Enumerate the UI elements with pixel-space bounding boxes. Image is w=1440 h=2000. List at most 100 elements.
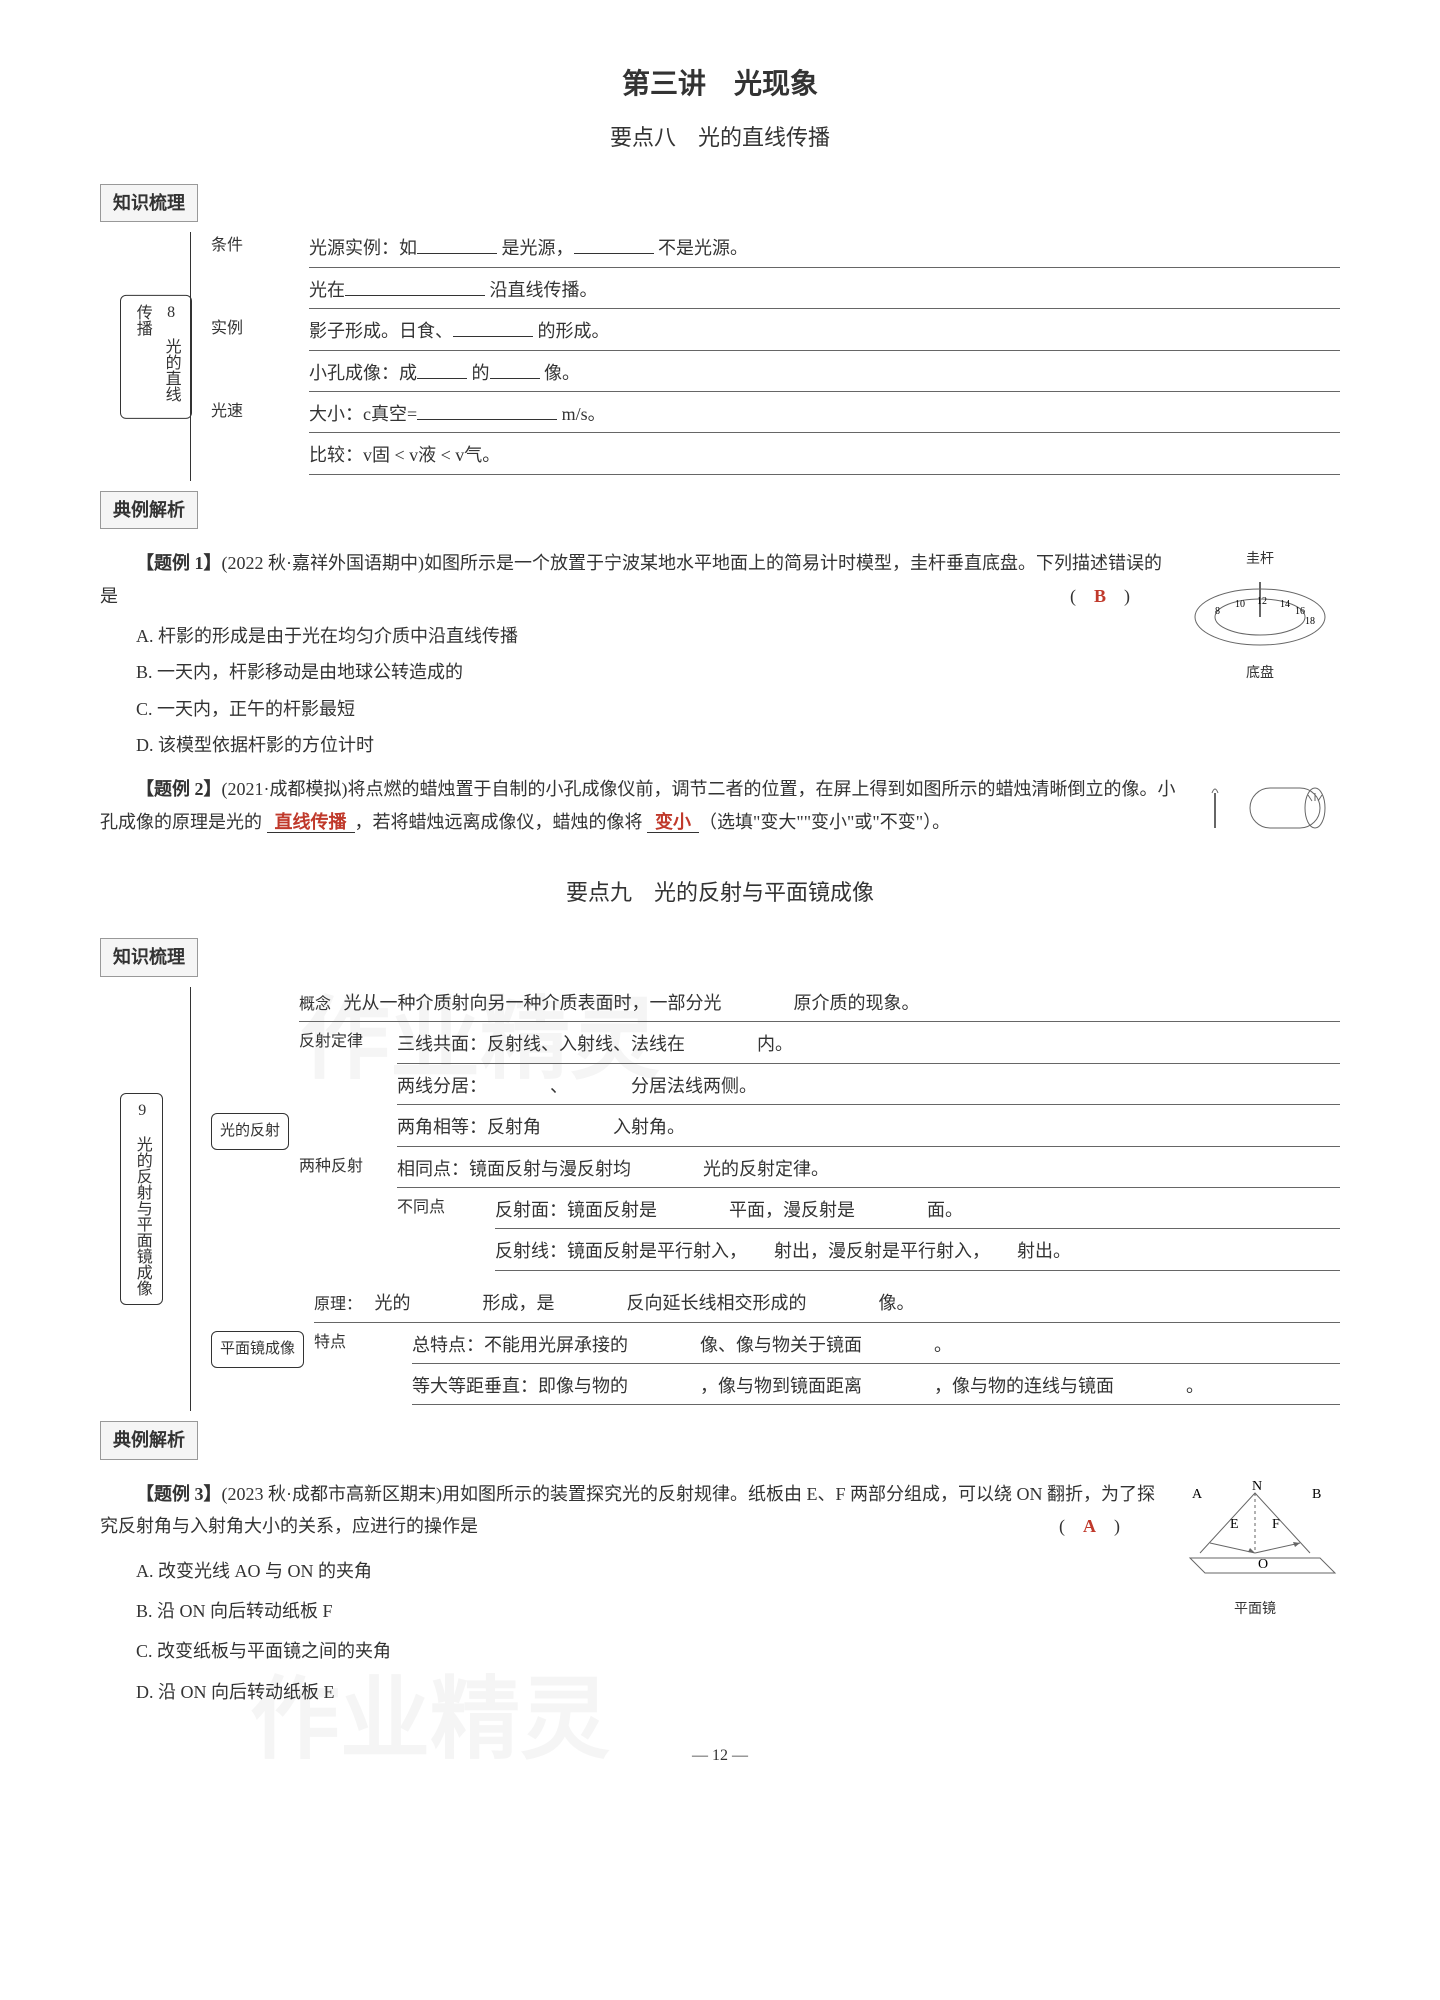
g2-label: 平面镜成像: [211, 1331, 304, 1368]
g1b-1: 相同点：镜面反射与漫反射均 光的反射定律。: [397, 1153, 1340, 1188]
speed-line-2: 比较：v固 < v液 < v气。: [309, 439, 1340, 474]
g1b-2a: 反射面：镜面反射是 平面，漫反射是 面。: [495, 1194, 1340, 1229]
q1-optD: D. 该模型依据杆影的方位计时: [136, 729, 1340, 761]
ex2-mid: 的: [472, 363, 490, 383]
q1-optC: C. 一天内，正午的杆影最短: [136, 693, 1340, 725]
q2-stem: 【题例 2】(2021·成都模拟)将点燃的蜡烛置于自制的小孔成像仪前，调节二者的…: [100, 773, 1340, 838]
q1-answer: B: [1094, 586, 1106, 606]
svg-text:14: 14: [1280, 599, 1290, 610]
cond1-end: 不是光源。: [658, 238, 748, 258]
g2b-1: 总特点：不能用光屏承接的 像、像与物关于镜面 。: [412, 1329, 1340, 1364]
q2-figure: [1200, 773, 1340, 852]
ex2-end: 像。: [544, 363, 580, 383]
subtitle-9: 要点九 光的反射与平面镜成像: [100, 873, 1340, 913]
svg-text:18: 18: [1305, 616, 1315, 627]
q3-tag: 【题例 3】: [136, 1484, 222, 1504]
question-2: 【题例 2】(2021·成都模拟)将点燃的蜡烛置于自制的小孔成像仪前，调节二者的…: [100, 773, 1340, 852]
q1-figure: 圭杆 8 10 12 14 16 18 底盘: [1180, 547, 1340, 687]
g1a-2: 两线分居： 、 分居法线两侧。: [397, 1070, 1340, 1105]
question-1: 圭杆 8 10 12 14 16 18 底盘 【题例 1】(2022 秋·嘉祥外…: [100, 547, 1340, 765]
cond-line-2: 光在 沿直线传播。: [309, 274, 1340, 309]
svg-text:A: A: [1192, 1487, 1203, 1502]
cond-line-1: 光源实例：如 是光源， 不是光源。: [309, 232, 1340, 267]
cond2-pre: 光在: [309, 280, 345, 300]
svg-text:B: B: [1312, 1487, 1321, 1502]
svg-text:10: 10: [1235, 599, 1245, 610]
sundial-icon: 8 10 12 14 16 18: [1185, 572, 1335, 652]
q3-optB: B. 沿 ON 向后转动纸板 F: [136, 1595, 645, 1627]
cond1-mid: 是光源，: [502, 238, 574, 258]
reflection-setup-icon: A N B E F O: [1170, 1478, 1340, 1588]
page-number: — 12 —: [100, 1742, 1340, 1771]
cond2-end: 沿直线传播。: [490, 280, 598, 300]
g1b-label: 两种反射: [299, 1153, 389, 1182]
g1a-1: 三线共面：反射线、入射线、法线在 内。: [397, 1028, 1340, 1063]
main-title: 第三讲 光现象: [100, 60, 1340, 110]
g2b-2: 等大等距垂直：即像与物的 ，像与物到镜面距离 ，像与物的连线与镜面 。: [412, 1370, 1340, 1405]
q3-stem: 【题例 3】(2023 秋·成都市高新区期末)用如图所示的装置探究光的反射规律。…: [100, 1478, 1340, 1543]
concept-text: 光从一种介质射向另一种介质表面时，一部分光 原介质的现象。: [344, 993, 920, 1013]
concept-label: 概念: [299, 996, 331, 1013]
g2a-line: 原理： 光的 形成，是 反向延长线相交形成的 像。: [314, 1287, 1340, 1323]
q1-stem: 【题例 1】(2022 秋·嘉祥外国语期中)如图所示是一个放置于宁波某地水平地面…: [100, 547, 1340, 612]
g1-label: 光的反射: [211, 1113, 289, 1150]
cond1-pre: 光源实例：如: [309, 238, 417, 258]
q1-optB: B. 一天内，杆影移动是由地球公转造成的: [136, 656, 1340, 688]
g1b-2b: 反射线：镜面反射是平行射入， 射出，漫反射是平行射入， 射出。: [495, 1235, 1340, 1270]
speed-line-1: 大小：c真空= m/s。: [309, 398, 1340, 433]
g2a-label: 原理：: [314, 1296, 362, 1313]
q3-answer-bracket: ( A ): [1023, 1510, 1120, 1542]
g2b-label: 特点: [314, 1329, 404, 1358]
svg-text:16: 16: [1295, 606, 1305, 617]
g1b-diff: 不同点: [397, 1194, 487, 1223]
q3-figure: A N B E F O 平面镜: [1170, 1478, 1340, 1622]
q2-ans1: 直线传播: [267, 812, 355, 833]
speed1-unit: m/s。: [562, 404, 606, 424]
g1a-label: 反射定律: [299, 1028, 389, 1057]
q2-src: (2021·成都模拟): [222, 779, 348, 799]
q3-src: (2023 秋·成都市高新区期末): [222, 1484, 442, 1504]
q3-optC: C. 改变纸板与平面镜之间的夹角: [136, 1635, 645, 1667]
svg-text:8: 8: [1215, 606, 1220, 617]
g2a-text: 光的 形成，是 反向延长线相交形成的 像。: [375, 1293, 915, 1313]
ex-line-1: 影子形成。日食、 的形成。: [309, 315, 1340, 350]
section-knowledge-2: 知识梳理: [100, 938, 198, 976]
svg-text:O: O: [1258, 1557, 1268, 1572]
outline-8-root: 8 光的直线传播: [120, 294, 192, 418]
svg-text:N: N: [1252, 1479, 1262, 1494]
ex1-end: 的形成。: [538, 321, 610, 341]
ex1-pre: 影子形成。日食、: [309, 321, 453, 341]
svg-text:F: F: [1272, 1517, 1280, 1532]
pinhole-icon: [1200, 773, 1340, 843]
q1-fig-bot-label: 底盘: [1180, 661, 1340, 686]
q2-ans2: 变小: [647, 812, 699, 833]
q1-fig-top-label: 圭杆: [1180, 547, 1340, 572]
concept-line: 概念 光从一种介质射向另一种介质表面时，一部分光 原介质的现象。: [299, 987, 1340, 1023]
svg-text:E: E: [1230, 1517, 1239, 1532]
ex2-pre: 小孔成像：成: [309, 363, 417, 383]
page-container: 作业精灵 作业精灵 第三讲 光现象 要点八 光的直线传播 知识梳理 8 光的直线…: [100, 60, 1340, 1771]
q1-tag: 【题例 1】: [136, 553, 222, 573]
q3-fig-label: 平面镜: [1170, 1597, 1340, 1622]
outline-9: 9 光的反射与平面镜成像 光的反射 概念 光从一种介质射向另一种介质表面时，一部…: [180, 987, 1340, 1412]
section-knowledge-1: 知识梳理: [100, 184, 198, 222]
subtitle-8: 要点八 光的直线传播: [100, 118, 1340, 158]
ex-label: 实例: [211, 315, 301, 344]
q3-optD: D. 沿 ON 向后转动纸板 E: [136, 1676, 645, 1708]
q3-answer: A: [1083, 1516, 1096, 1536]
q1-src: (2022 秋·嘉祥外国语期中): [222, 553, 424, 573]
section-examples-1: 典例解析: [100, 491, 198, 529]
section-examples-2: 典例解析: [100, 1421, 198, 1459]
question-3: A N B E F O 平面镜 【题例 3】(2023 秋·成都市高新区期末)用…: [100, 1478, 1340, 1712]
q2-stem3: （选填"变大""变小"或"不变"）。: [699, 812, 950, 832]
q1-answer-bracket: ( B ): [1034, 580, 1130, 612]
q2-tag: 【题例 2】: [136, 779, 222, 799]
speed1-pre: 大小：c真空=: [309, 404, 417, 424]
speed-label: 光速: [211, 398, 301, 427]
ex-line-2: 小孔成像：成 的 像。: [309, 357, 1340, 392]
outline-9-root: 9 光的反射与平面镜成像: [120, 1093, 163, 1305]
q1-optA: A. 杆影的形成是由于光在均匀介质中沿直线传播: [136, 620, 1340, 652]
svg-text:12: 12: [1257, 596, 1267, 607]
outline-8: 8 光的直线传播 条件 光源实例：如 是光源， 不是光源。 光在 沿直线传播。 …: [180, 232, 1340, 480]
cond-label: 条件: [211, 232, 301, 261]
